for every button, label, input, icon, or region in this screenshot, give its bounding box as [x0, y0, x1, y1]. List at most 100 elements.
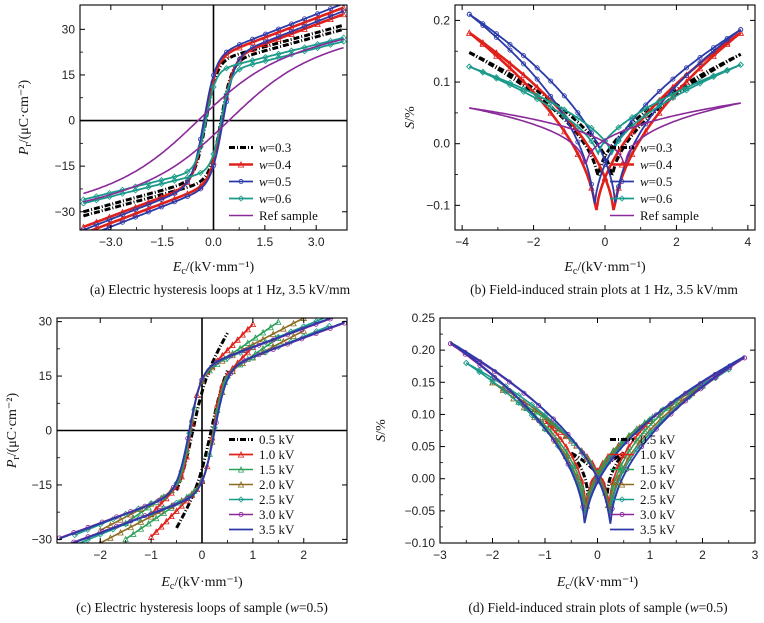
series-marker-3	[665, 404, 672, 412]
series-marker-3	[683, 65, 689, 71]
series-marker-4	[696, 80, 704, 87]
series-marker-4	[249, 57, 256, 64]
series-marker-2	[314, 14, 321, 21]
series-marker-6	[653, 412, 659, 418]
legend-label-7: 3.5 kV	[640, 522, 676, 537]
series-marker-2	[236, 55, 243, 63]
series-marker-2	[314, 20, 321, 27]
series-marker-3	[259, 328, 267, 336]
legend-label-4: w=0.6	[259, 191, 292, 206]
series-marker-3	[616, 184, 622, 190]
series-marker-3	[302, 23, 308, 29]
series-marker-4	[615, 124, 622, 131]
plot-area	[80, 5, 347, 230]
series-marker-3	[252, 334, 259, 341]
series-marker-3	[198, 186, 203, 192]
series-marker-4	[327, 41, 334, 48]
series-marker-6	[550, 437, 556, 443]
series-marker-2	[275, 35, 282, 42]
series-marker-2	[158, 500, 165, 507]
series-marker-4	[269, 330, 277, 337]
series-marker-2	[168, 512, 175, 520]
y-tick-label: 0.1	[433, 75, 450, 89]
y-tick-label: −0.05	[405, 504, 436, 518]
series-marker-3	[145, 209, 151, 215]
series-marker-4	[158, 180, 165, 188]
x-tick-label: −1.5	[150, 235, 174, 249]
panel-caption: (a) Electric hysteresis loops at 1 Hz, 3…	[90, 282, 351, 297]
legend-marker-5	[618, 496, 626, 503]
series-marker-3	[224, 49, 229, 55]
series-marker-3	[328, 13, 334, 19]
legend: 0.5 kV1.0 kV1.5 kV2.0 kV2.5 kV3.0 kV3.5 …	[610, 432, 676, 537]
series-marker-3	[507, 47, 513, 53]
x-tick-label: 3	[752, 548, 759, 562]
series-marker-2	[163, 517, 170, 525]
x-axis-label: Ec/(kV·mm⁻¹)	[160, 575, 243, 592]
y-tick-label: 0.10	[412, 407, 436, 421]
series-marker-3	[315, 11, 321, 17]
series-marker-4	[615, 137, 622, 145]
series-marker-4	[531, 405, 538, 412]
series-marker-4	[137, 518, 145, 525]
series-marker-4	[210, 83, 217, 91]
legend-marker-2	[618, 161, 626, 168]
series-marker-3	[95, 229, 98, 230]
series-marker-3	[137, 509, 145, 516]
series-marker-3	[158, 196, 164, 202]
legend-marker-4	[618, 481, 626, 488]
series-marker-4	[642, 105, 649, 112]
series-marker-2	[275, 28, 282, 36]
series-marker-2	[178, 502, 185, 509]
series-marker-4	[290, 319, 297, 327]
series-marker-4	[588, 138, 595, 145]
series-marker-4	[117, 528, 124, 536]
series-marker-3	[158, 204, 164, 210]
y-tick-label: −15	[32, 478, 53, 492]
series-marker-2	[628, 128, 636, 135]
series-marker-3	[211, 72, 216, 78]
series-marker-3	[259, 344, 267, 352]
series-marker-3	[289, 21, 295, 27]
series-marker-3	[738, 27, 744, 33]
y-axis-label: Pr/(μC·cm⁻²)	[5, 393, 22, 470]
series-marker-4	[119, 190, 126, 197]
series-marker-4	[147, 513, 155, 520]
series-marker-3	[289, 28, 295, 34]
series-marker-3	[137, 525, 145, 532]
legend-marker-3	[618, 466, 626, 473]
legend-marker-3	[619, 179, 625, 184]
series-marker-2	[628, 150, 636, 158]
series-line-2	[468, 31, 742, 211]
series-marker-4	[561, 106, 568, 113]
series-marker-3	[132, 207, 138, 213]
series-marker-4	[327, 37, 334, 45]
x-tick-label: 2	[673, 235, 680, 249]
series-marker-3	[211, 163, 216, 169]
x-tick-label: 1.5	[257, 235, 274, 249]
series-marker-4	[107, 521, 114, 528]
series-marker-4	[723, 67, 731, 74]
series-marker-4	[262, 57, 269, 65]
legend-marker-3	[238, 179, 244, 184]
legend-label-3: w=0.5	[640, 174, 672, 189]
series-marker-3	[602, 157, 608, 163]
y-tick-label: −30	[32, 532, 53, 546]
series-marker-4	[493, 74, 500, 81]
series-marker-3	[145, 202, 151, 207]
x-tick-label: 2	[300, 548, 307, 562]
y-axis-label: S/%	[403, 106, 418, 129]
y-tick-label: 30	[39, 315, 53, 329]
series-marker-4	[288, 47, 295, 54]
y-tick-label: 0.2	[433, 13, 450, 27]
series-marker-4	[275, 50, 282, 58]
series-marker-3	[341, 5, 346, 7]
legend: w=0.3 w=0.4 w=0.5 w=0.6 Ref sample	[229, 140, 318, 223]
series-marker-3	[106, 217, 112, 223]
series-marker-2	[568, 451, 575, 459]
legend-marker-2	[237, 451, 245, 458]
series-marker-6	[653, 426, 659, 432]
series-marker-5	[287, 328, 295, 335]
series-marker-3	[145, 503, 152, 511]
series-marker-3	[171, 199, 177, 205]
